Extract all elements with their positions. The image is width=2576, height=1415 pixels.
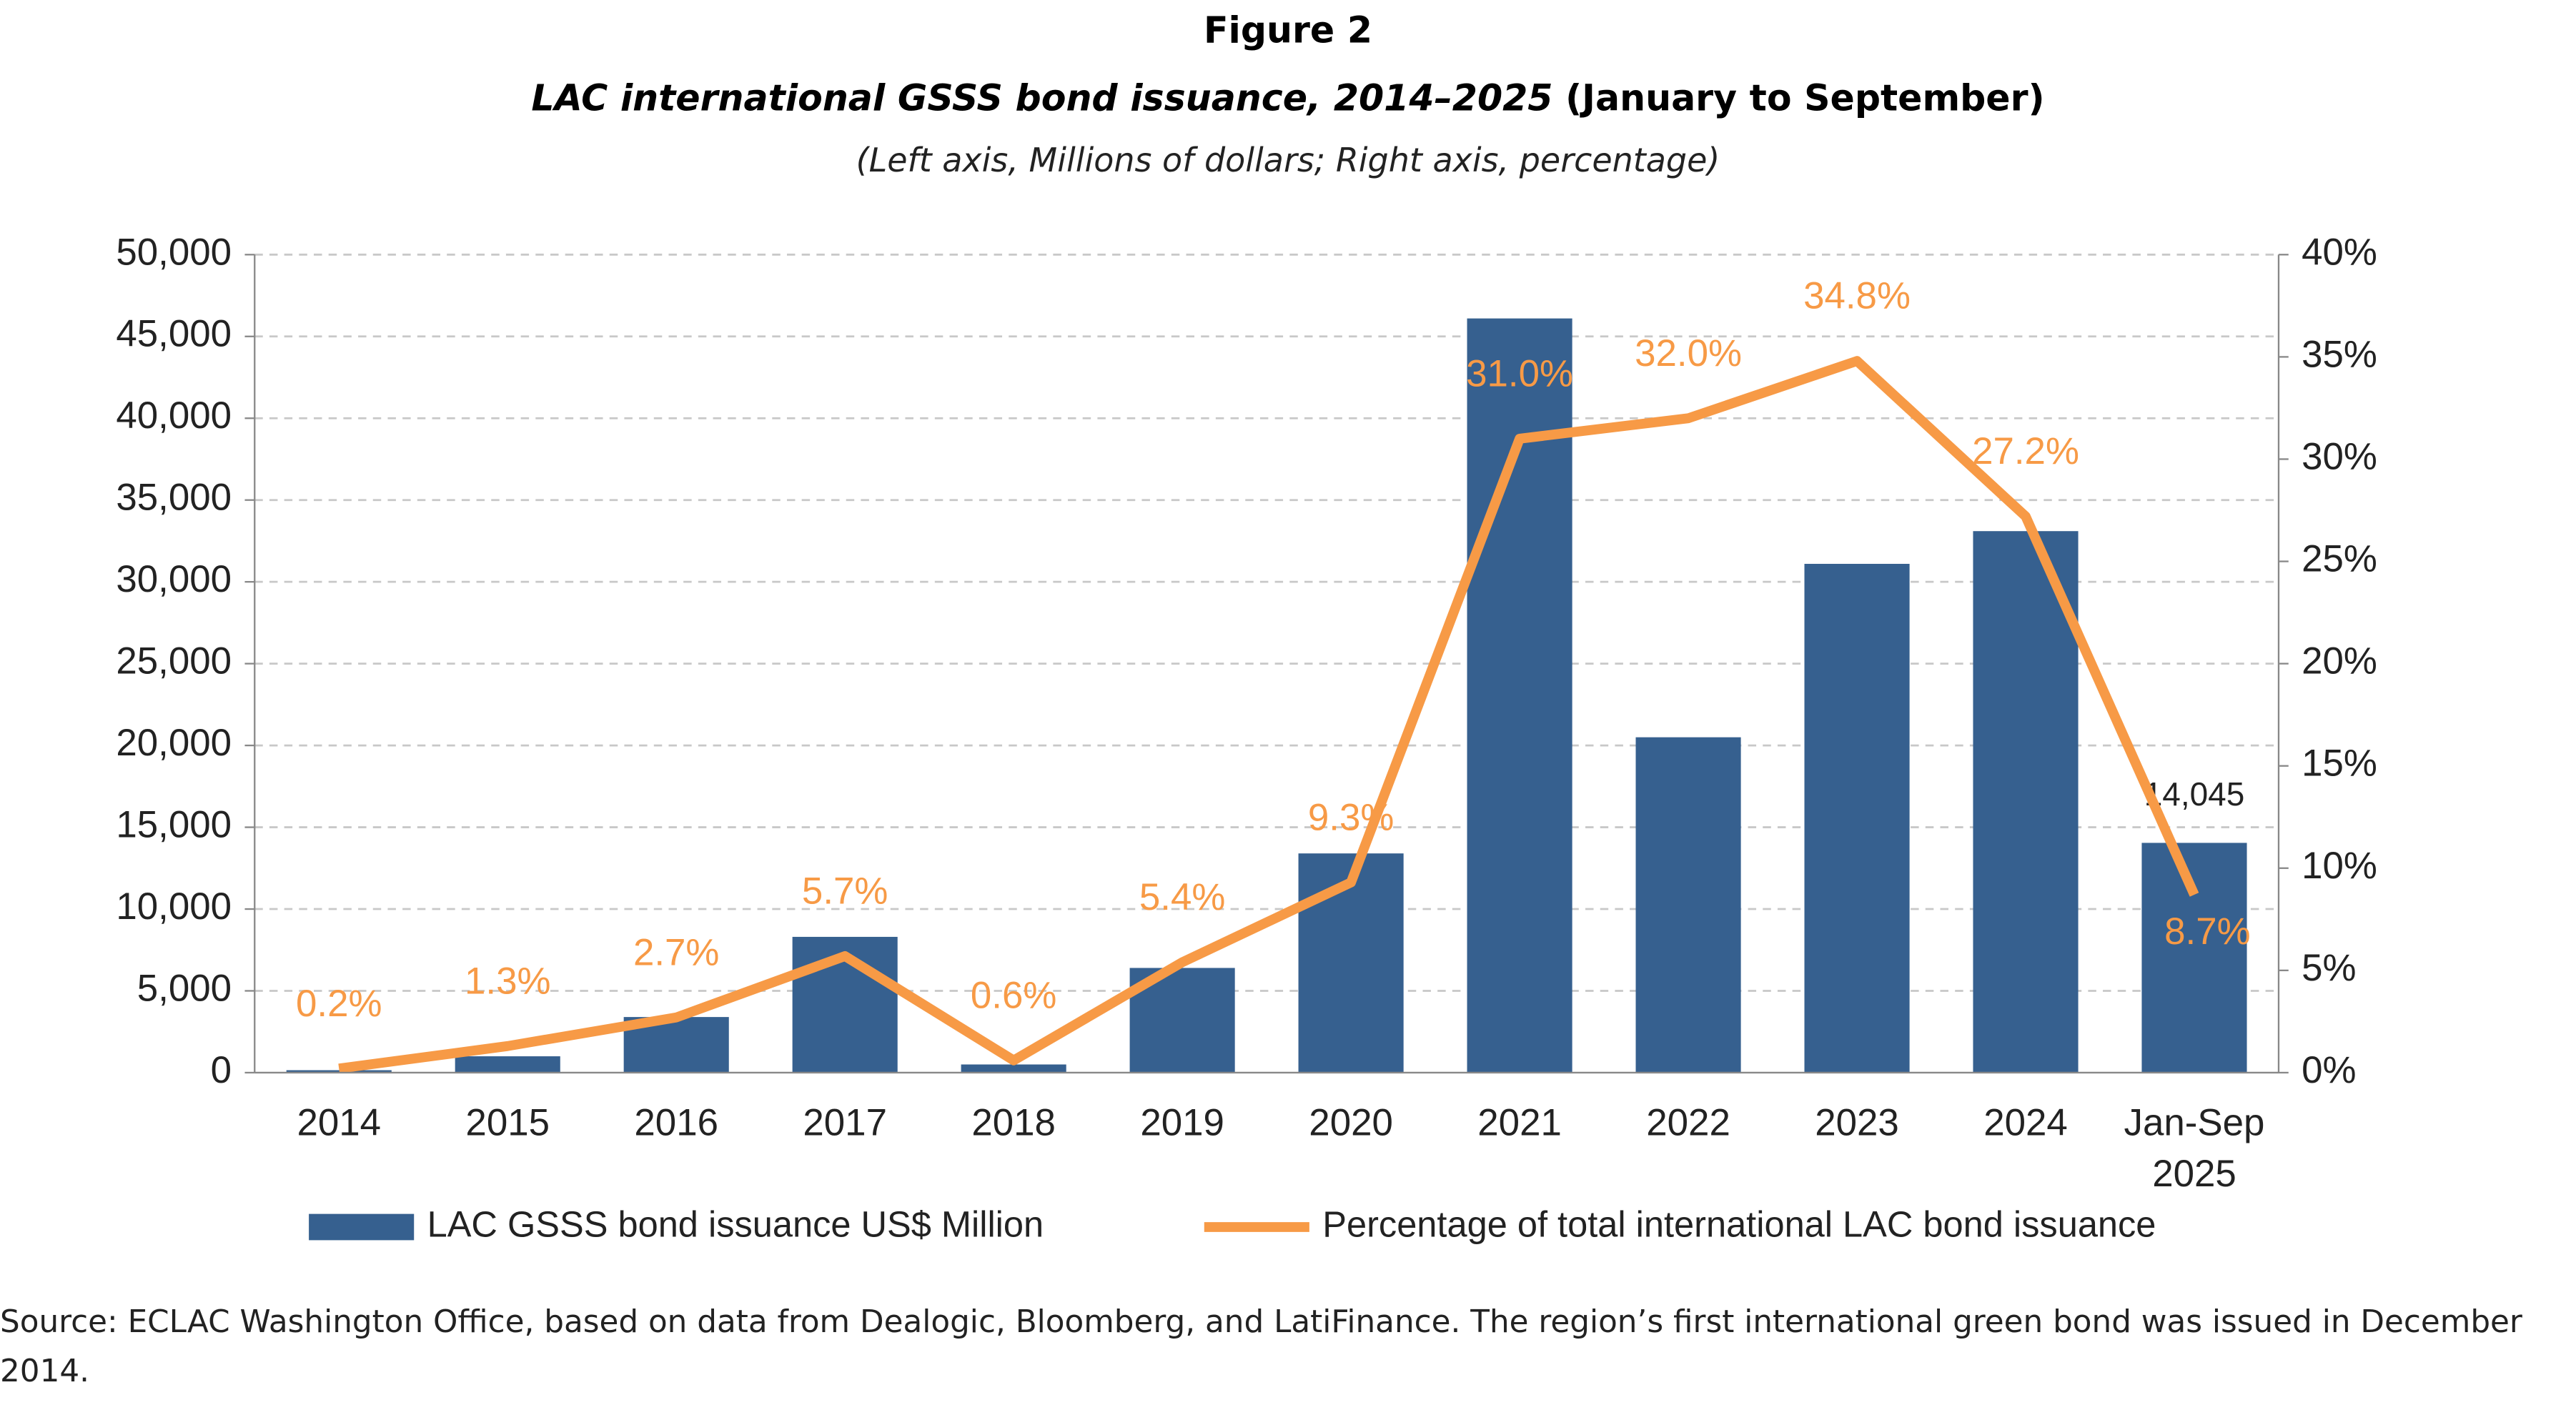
y2-tick-label: 0% bbox=[2302, 1049, 2356, 1091]
y-tick-label: 25,000 bbox=[116, 640, 232, 682]
line-value-label: 0.2% bbox=[296, 983, 382, 1025]
line-value-label: 31.0% bbox=[1466, 352, 1573, 394]
bar bbox=[286, 1070, 392, 1073]
bar-value-label: 14,045 bbox=[2144, 775, 2245, 813]
y2-tick-label: 35% bbox=[2302, 333, 2377, 375]
y2-tick-label: 15% bbox=[2302, 743, 2377, 785]
x-tick-label: 2018 bbox=[971, 1101, 1056, 1143]
y2-tick-label: 10% bbox=[2302, 845, 2377, 887]
bar bbox=[2141, 843, 2247, 1073]
subtitle: (Left axis, Millions of dollars; Right a… bbox=[856, 141, 1720, 179]
x-tick-label: 2024 bbox=[1983, 1101, 2068, 1143]
x-tick-label: 2016 bbox=[634, 1101, 718, 1143]
x-tick-label: 2023 bbox=[1815, 1101, 1899, 1143]
y-tick-label: 5,000 bbox=[137, 967, 232, 1009]
y2-tick-label: 25% bbox=[2302, 538, 2377, 580]
y-tick-label: 15,000 bbox=[116, 804, 232, 846]
line-value-label: 0.6% bbox=[971, 974, 1056, 1016]
x-tick-label: 2017 bbox=[803, 1101, 887, 1143]
y-tick-label: 50,000 bbox=[116, 231, 232, 273]
line-value-label: 32.0% bbox=[1635, 332, 1742, 374]
y2-tick-label: 40% bbox=[2302, 231, 2377, 273]
line-value-label: 1.3% bbox=[465, 960, 550, 1002]
x-tick-label: 2021 bbox=[1477, 1101, 1562, 1143]
line-value-label: 2.7% bbox=[633, 931, 719, 973]
source: Source: ECLAC Washington Office, based o… bbox=[0, 1304, 2522, 1390]
x-tick-label: 2019 bbox=[1140, 1101, 1224, 1143]
y2-tick-label: 5% bbox=[2302, 947, 2356, 989]
y-tick-label: 10,000 bbox=[116, 885, 232, 928]
x-tick-label: 2014 bbox=[297, 1101, 381, 1143]
title-period: (January to September) bbox=[1565, 76, 2045, 119]
bar bbox=[455, 1056, 560, 1073]
x-tick-label: 2020 bbox=[1309, 1101, 1393, 1143]
x-tick-label: 2015 bbox=[465, 1101, 550, 1143]
bar bbox=[1973, 531, 2079, 1073]
figure-label: Figure 2 bbox=[1204, 9, 1372, 51]
legend-label: Percentage of total international LAC bo… bbox=[1322, 1203, 2156, 1244]
legend-label: LAC GSSS bond issuance US$ Million bbox=[427, 1203, 1044, 1244]
source-box: Source: ECLAC Washington Office, based o… bbox=[0, 1304, 2522, 1390]
y2-tick-label: 20% bbox=[2302, 640, 2377, 682]
bar bbox=[1635, 737, 1741, 1073]
y-tick-label: 20,000 bbox=[116, 722, 232, 764]
x-tick-label: 2022 bbox=[1646, 1101, 1730, 1143]
bar bbox=[1804, 563, 1910, 1073]
chart-title: LAC international GSSS bond issuance, 20… bbox=[531, 76, 2044, 119]
line-value-label: 27.2% bbox=[1972, 430, 2079, 472]
x-tick-label: Jan-Sep 2025 bbox=[2124, 1101, 2265, 1194]
bar bbox=[1298, 853, 1404, 1073]
legend-swatch bbox=[309, 1213, 415, 1241]
title-main: LAC international GSSS bond issuance, 20… bbox=[531, 76, 1552, 119]
line-value-label: 8.7% bbox=[2164, 910, 2250, 953]
y-tick-label: 40,000 bbox=[116, 394, 232, 437]
y2-tick-label: 30% bbox=[2302, 435, 2377, 477]
line-value-label: 5.4% bbox=[1139, 876, 1225, 918]
line-value-label: 9.3% bbox=[1308, 796, 1394, 838]
line-value-label: 34.8% bbox=[1803, 275, 1911, 317]
bar bbox=[961, 1064, 1066, 1073]
y-tick-label: 0 bbox=[211, 1049, 232, 1091]
line-value-label: 5.7% bbox=[802, 870, 888, 912]
line bbox=[338, 356, 2199, 1074]
y-tick-label: 30,000 bbox=[116, 558, 232, 600]
y-tick-label: 35,000 bbox=[116, 477, 232, 519]
y-tick-label: 45,000 bbox=[116, 313, 232, 355]
